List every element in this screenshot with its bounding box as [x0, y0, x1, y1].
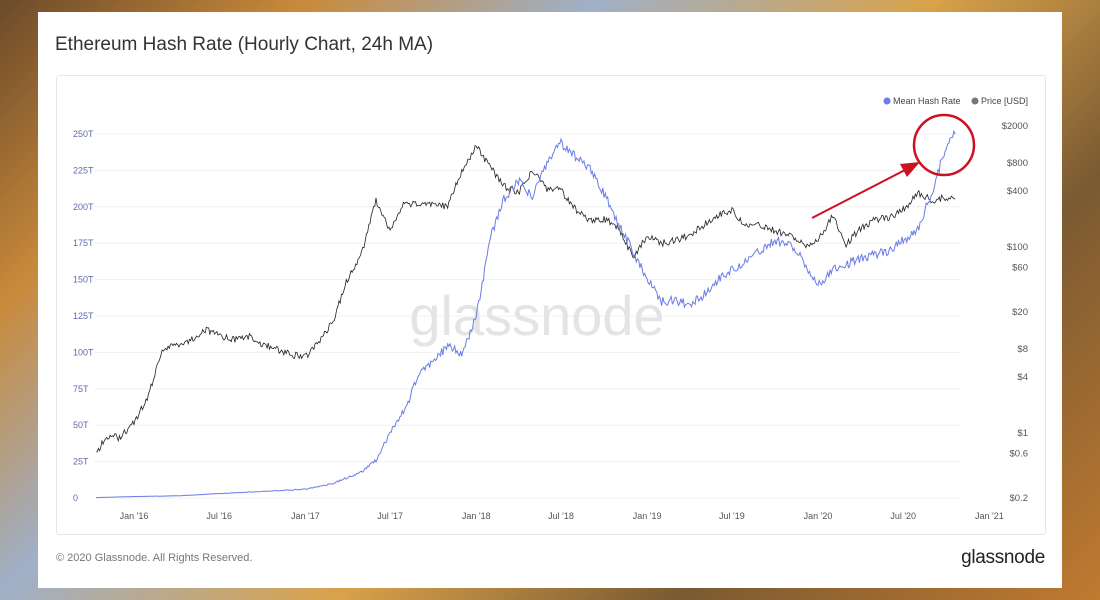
right-axis-tick: $20: [1012, 307, 1028, 318]
right-axis-tick: $1: [1017, 428, 1028, 439]
hash-rate-line: [96, 129, 956, 499]
right-axis-tick: $0.6: [1010, 449, 1029, 460]
copyright-footer: © 2020 Glassnode. All Rights Reserved.: [56, 552, 253, 564]
right-axis-tick: $4: [1017, 372, 1028, 383]
right-axis-tick: $100: [1007, 242, 1028, 253]
legend-marker-price: [971, 97, 979, 105]
x-axis-tick: Jul '20: [890, 511, 916, 521]
watermark: glassnode: [409, 284, 664, 347]
price-line: [96, 145, 956, 453]
annotation-arrow-line: [811, 169, 906, 219]
chart-title: Ethereum Hash Rate (Hourly Chart, 24h MA…: [55, 34, 434, 55]
left-axis-tick: 150T: [73, 275, 94, 285]
left-axis-tick: 175T: [73, 238, 94, 248]
left-axis-tick: 0: [73, 493, 78, 503]
glassnode-logo[interactable]: glassnode: [961, 547, 1045, 568]
legend-marker-hash-rate: [883, 97, 891, 105]
right-axis-tick: $60: [1012, 263, 1028, 274]
left-axis-tick: 200T: [73, 202, 94, 212]
left-axis-tick: 225T: [73, 165, 94, 175]
right-axis-tick: $400: [1007, 186, 1028, 197]
series-lines: [96, 129, 956, 499]
grid: [95, 133, 960, 499]
right-axis-tick: $8: [1017, 344, 1028, 355]
x-axis: Jan '16 Jul '16 Jan '17 Jul '17 Jan '18 Jul '…: [120, 511, 1004, 521]
annotation: [811, 113, 976, 219]
right-axis-tick: $2000: [1002, 121, 1028, 132]
x-axis-tick: Jan '21: [975, 511, 1004, 521]
x-axis-tick: Jan '16: [120, 511, 149, 521]
left-axis-tick: 250T: [73, 129, 94, 139]
x-axis-tick: Jan '18: [462, 511, 491, 521]
chart-frame: [56, 75, 1046, 535]
x-axis-tick: Jan '20: [804, 511, 833, 521]
x-axis-tick: Jul '19: [719, 511, 745, 521]
left-axis-tick: 50T: [73, 420, 89, 430]
chart-card: Ethereum Hash Rate (Hourly Chart, 24h MA…: [38, 12, 1062, 588]
right-axis-tick: $0.2: [1010, 493, 1029, 504]
x-axis-tick: Jul '17: [377, 511, 403, 521]
x-axis-tick: Jul '16: [206, 511, 232, 521]
left-axis-tick: 100T: [73, 347, 94, 357]
legend-price[interactable]: Price [USD]: [981, 96, 1028, 106]
right-axis-tick: $800: [1007, 158, 1028, 169]
x-axis-tick: Jan '17: [291, 511, 320, 521]
annotation-arrow-head: [900, 162, 920, 177]
left-axis-tick: 25T: [73, 457, 89, 467]
annotation-circle: [912, 113, 976, 177]
x-axis-tick: Jan '19: [633, 511, 662, 521]
left-axis-tick: 125T: [73, 311, 94, 321]
left-axis: 0 25T 50T 75T 100T 125T 150T 175T 200T 225T 250T: [73, 129, 94, 503]
legend-hash-rate[interactable]: Mean Hash Rate: [893, 96, 961, 106]
left-axis-tick: 75T: [73, 384, 89, 394]
legend[interactable]: Mean Hash Rate Price [USD]: [883, 96, 1029, 106]
right-axis: $2000 $800 $400 $100 $60 $20 $8 $4 $1 $0.6 $0.2: [1002, 121, 1028, 504]
x-axis-tick: Jul '18: [548, 511, 574, 521]
